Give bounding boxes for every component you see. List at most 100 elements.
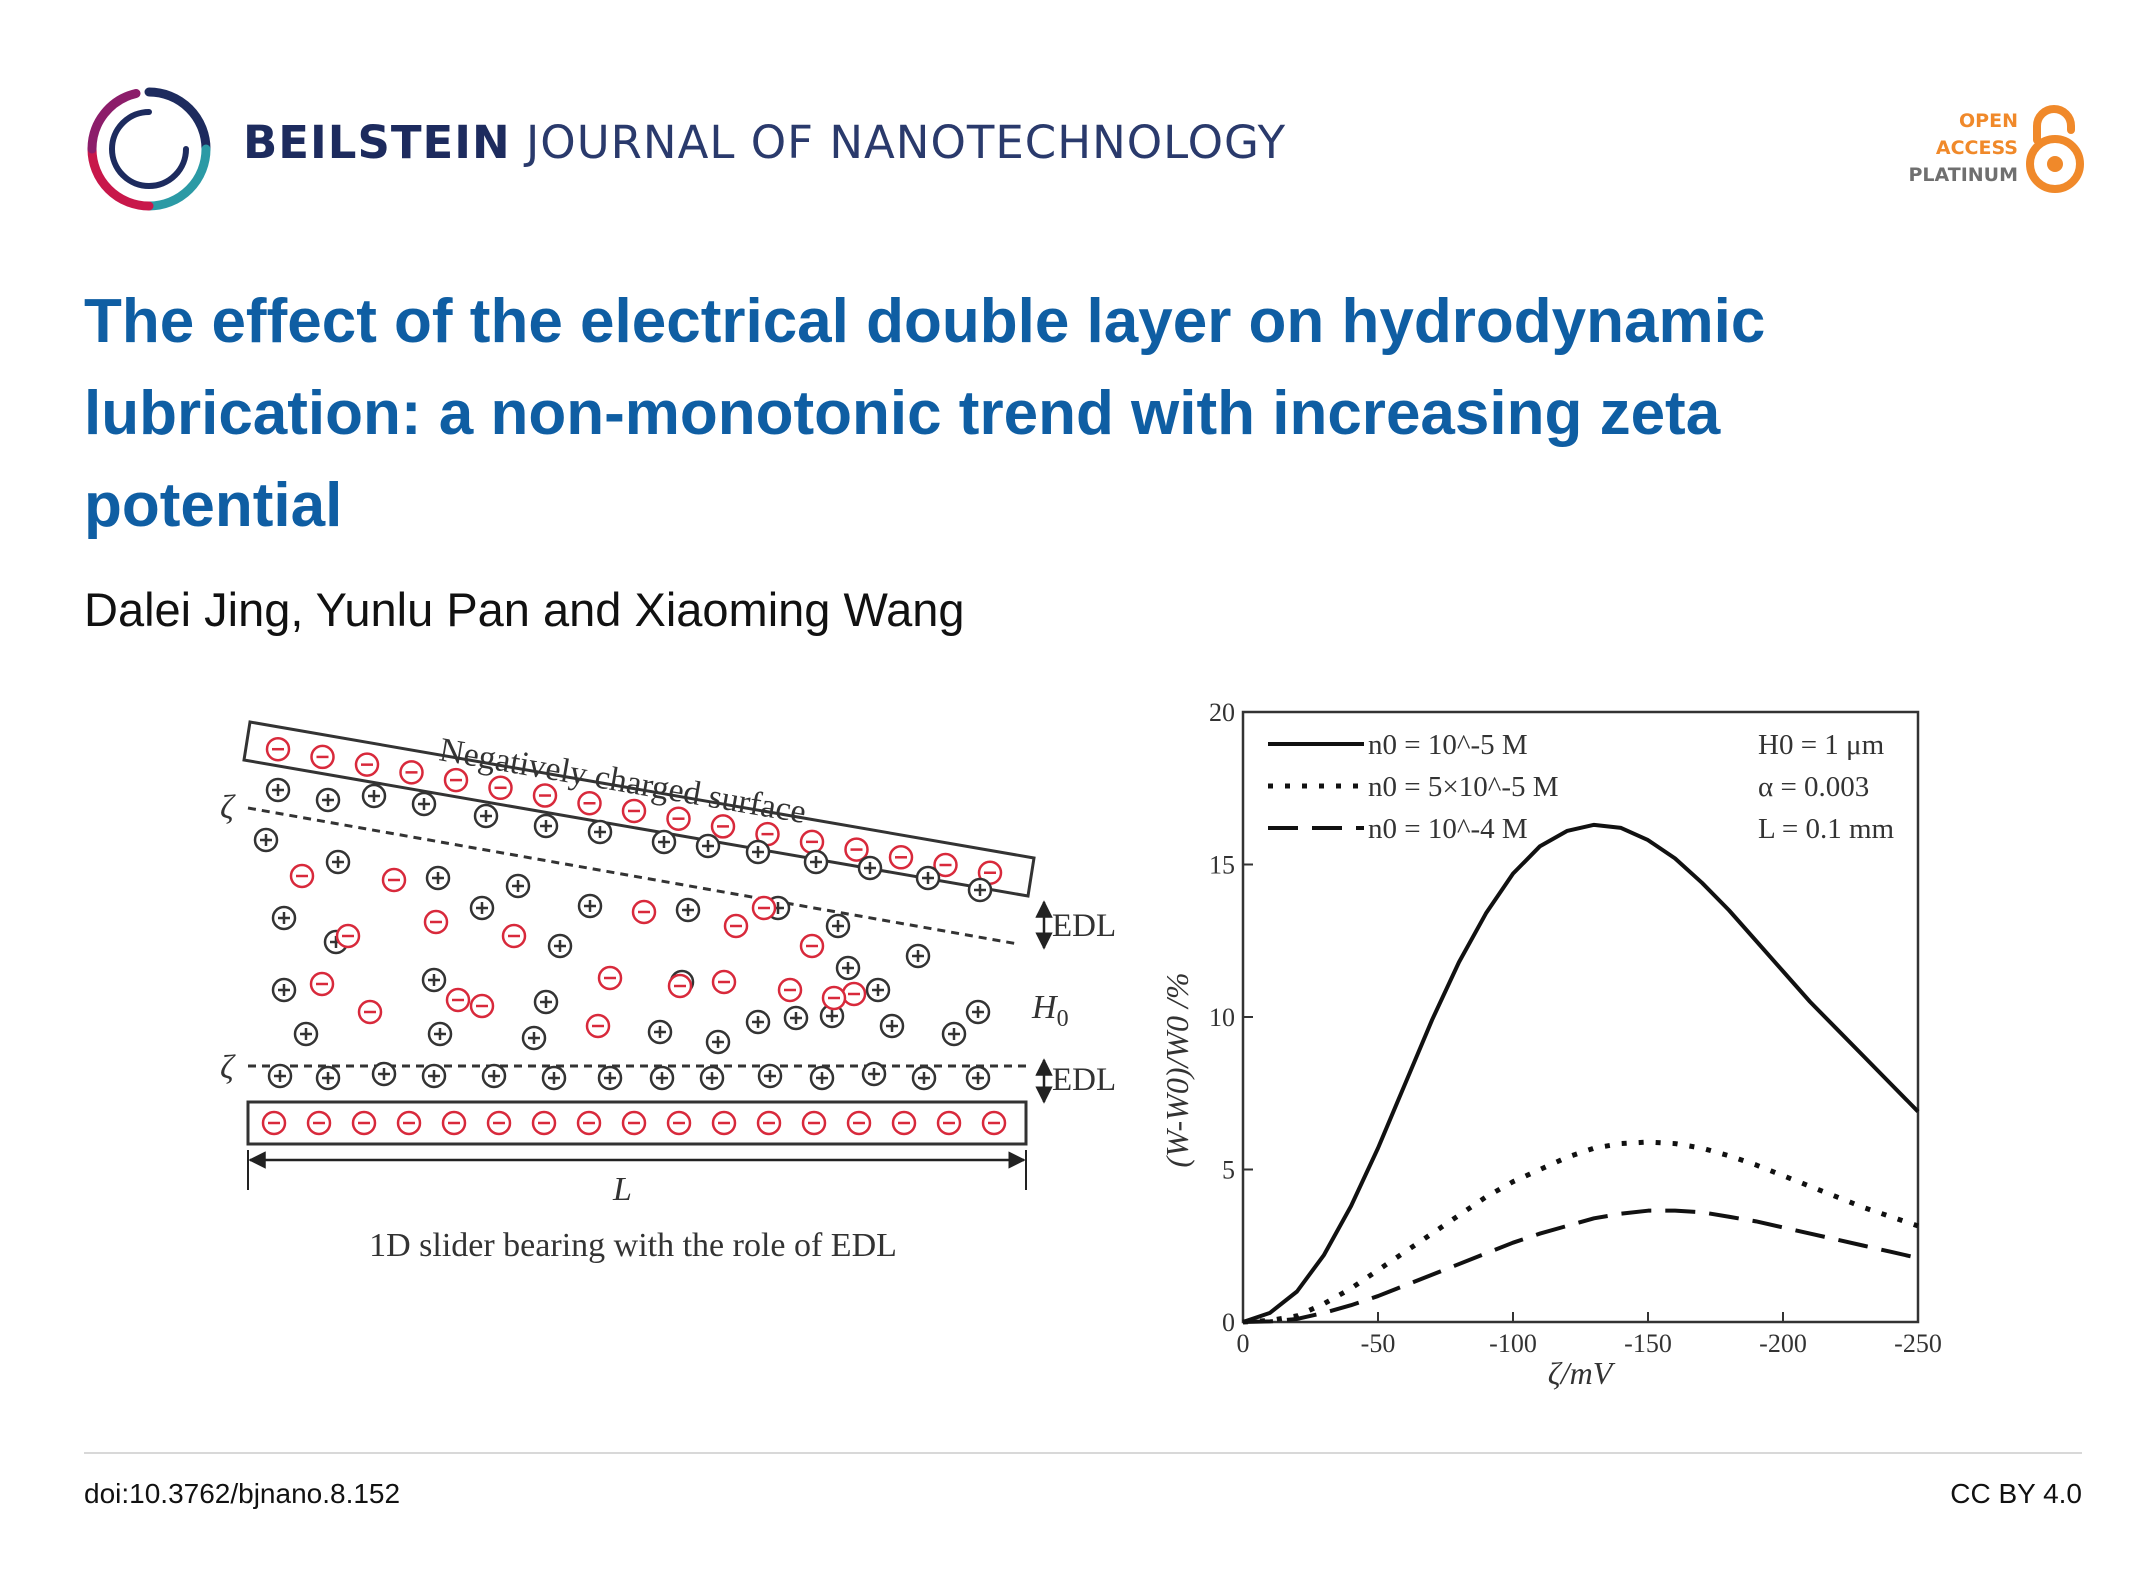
cation-icon (695, 833, 721, 859)
y-tick-label: 20 (1209, 700, 1235, 727)
license-text: CC BY 4.0 (1950, 1478, 2082, 1509)
cation-icon (941, 1021, 967, 1047)
y-tick-label: 10 (1209, 1003, 1235, 1032)
journal-name: BEILSTEIN JOURNAL OF NANOTECHNOLOGY (243, 116, 1286, 169)
anion-icon (469, 993, 495, 1019)
anion-icon (799, 933, 825, 959)
cation-icon (809, 1065, 835, 1091)
cation-icon (965, 1065, 991, 1091)
anion-icon (310, 744, 335, 770)
legend-entry-3: n0 = 10^-4 M (1368, 813, 1528, 845)
cation-icon (425, 865, 451, 891)
paper-title: The effect of the electrical double laye… (84, 287, 1766, 540)
zeta-bottom-label: ζ (220, 1049, 236, 1086)
cation-icon (705, 1029, 731, 1055)
anion-icon (666, 806, 691, 831)
cation-icon (865, 977, 891, 1003)
x-axis-label: ζ/mV (1548, 1355, 1616, 1391)
cation-icon (651, 829, 677, 855)
x-tick-label: -100 (1489, 1329, 1537, 1358)
anion-icon (576, 1110, 602, 1136)
series-line-2 (1242, 1139, 1919, 1325)
cation-icon (315, 787, 341, 813)
anion-icon (888, 845, 914, 870)
cation-icon (325, 849, 351, 875)
anion-icon (711, 1110, 737, 1136)
cation-icon (647, 1019, 673, 1045)
length-label: L (612, 1171, 632, 1208)
cation-icon (861, 1061, 887, 1087)
top-surface-anions (265, 736, 1003, 885)
cation-icon (315, 1065, 341, 1091)
anion-icon (711, 969, 737, 995)
cation-icon (469, 895, 495, 921)
chart-frame (1241, 710, 1920, 1324)
cation-icon (699, 1065, 725, 1091)
anion-icon (821, 985, 847, 1011)
anion-icon (933, 852, 958, 878)
cation-icon (521, 1025, 547, 1051)
y-axis-label: (W-W0)/W0 /% (1159, 972, 1195, 1167)
anion-icon (777, 977, 803, 1003)
annotation-length: L = 0.1 mm (1758, 813, 1895, 845)
y-tick-label: 15 (1209, 851, 1235, 880)
cation-icon (905, 943, 931, 969)
top-shear-plane (247, 806, 1019, 946)
anion-icon (710, 814, 736, 839)
cation-icon (879, 1013, 905, 1039)
anion-icon (981, 1110, 1007, 1136)
journal-name-rest: JOURNAL OF NANOTECHNOLOGY (526, 116, 1287, 169)
slider-bearing-schematic: Negatively charged surface ζ ζ EDL H0 ED… (220, 720, 1116, 1264)
beilstein-logo (87, 87, 211, 211)
load-chart: 0 5 10 15 20 0 -50 -100 -150 -200 -250 (W-W0)/W0 … (1159, 700, 1942, 1391)
cation-icon (421, 1063, 447, 1089)
chart-series (1242, 822, 1920, 1325)
cation-icon (649, 1065, 675, 1091)
cation-icon (421, 967, 447, 993)
anion-icon (261, 1110, 287, 1136)
edl-bottom-label: EDL (1052, 1062, 1116, 1098)
cation-icon (577, 893, 603, 919)
cation-icon (675, 897, 701, 923)
footer-divider (84, 1452, 2082, 1454)
annotation-alpha: α = 0.003 (1758, 771, 1869, 803)
cation-icon (253, 827, 279, 853)
anion-icon (936, 1110, 962, 1136)
anion-icon (841, 981, 867, 1007)
cation-icon (411, 791, 437, 817)
anion-icon (335, 923, 361, 949)
anion-icon (751, 895, 777, 921)
open-access-line2: ACCESS (1935, 137, 2018, 159)
anion-icon (486, 1110, 512, 1136)
legend-entry-2: n0 = 5×10^-5 M (1368, 771, 1559, 803)
x-tick-label: -200 (1759, 1329, 1807, 1358)
cation-icon (911, 1065, 937, 1091)
y-tick-label: 5 (1222, 1156, 1235, 1185)
anion-icon (441, 1110, 467, 1136)
series-line-1 (1242, 822, 1920, 1324)
anion-icon (844, 837, 869, 862)
anion-icon (354, 752, 380, 777)
cation-icon (371, 1061, 397, 1087)
cation-icon (533, 989, 559, 1015)
x-axis-ticks: 0 -50 -100 -150 -200 -250 (1237, 1312, 1942, 1358)
chart-annotations: H0 = 1 μm α = 0.003 L = 0.1 mm (1758, 729, 1895, 845)
anion-icon (801, 1110, 827, 1136)
anion-icon (531, 1110, 557, 1136)
anion-icon (723, 913, 749, 939)
y-axis-ticks: 0 5 10 15 20 (1209, 700, 1253, 1337)
h0-label-main: H (1031, 989, 1059, 1026)
cation-icon (533, 813, 559, 839)
cation-icon (857, 855, 883, 881)
anion-icon (585, 1013, 611, 1039)
cation-icon (505, 873, 531, 899)
legend-entry-1: n0 = 10^-5 M (1368, 729, 1528, 761)
open-lock-icon (2026, 105, 2084, 193)
anion-icon (309, 971, 335, 997)
anion-icon (597, 965, 623, 991)
anion-icon (666, 1110, 692, 1136)
cation-icon (587, 819, 613, 845)
anion-icon (399, 760, 424, 785)
cation-icon (293, 1021, 319, 1047)
anion-icon (621, 798, 647, 824)
